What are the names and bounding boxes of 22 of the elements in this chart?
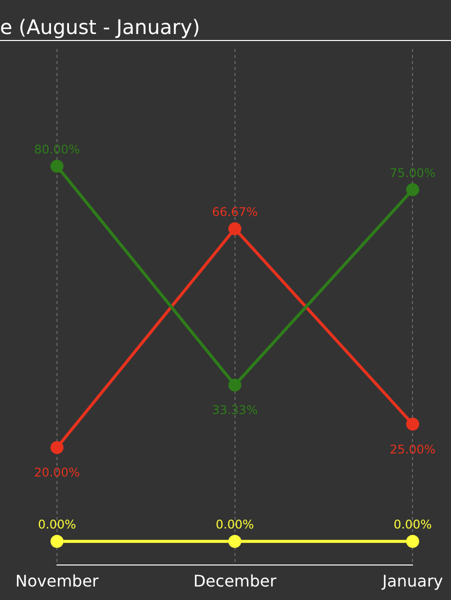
point xyxy=(228,378,242,392)
x-tick-label: December xyxy=(193,572,277,591)
data-label: 0.00% xyxy=(216,517,254,532)
data-label: 80.00% xyxy=(34,142,80,156)
point xyxy=(50,534,64,548)
point xyxy=(406,534,420,548)
x-tick-label: November xyxy=(15,572,100,591)
point xyxy=(406,418,420,431)
point xyxy=(406,183,420,196)
data-label: 0.00% xyxy=(38,517,76,532)
data-label: 25.00% xyxy=(390,442,436,456)
data-label: 75.00% xyxy=(390,166,436,180)
chart-title: e (August - January) xyxy=(0,14,200,39)
point xyxy=(228,534,242,548)
data-label: 20.00% xyxy=(34,466,80,480)
point xyxy=(50,441,64,454)
x-tick-label: January xyxy=(381,572,443,591)
data-label: 33.33% xyxy=(212,403,258,418)
point xyxy=(50,160,64,173)
data-label: 0.00% xyxy=(394,517,432,532)
point xyxy=(228,222,242,236)
data-label: 66.67% xyxy=(212,204,258,219)
